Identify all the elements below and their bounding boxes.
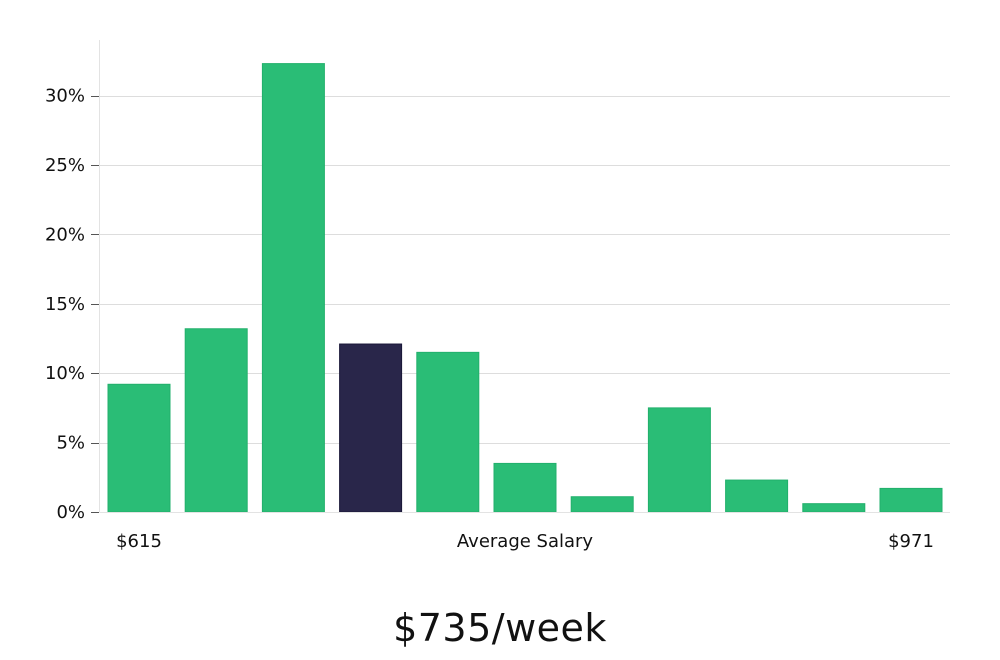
average-salary-value: $735/week xyxy=(393,606,607,650)
y-tick-label: 20% xyxy=(45,224,85,245)
bars xyxy=(107,63,943,513)
bar xyxy=(261,63,325,513)
bar xyxy=(184,328,248,513)
y-tick-label: 15% xyxy=(45,294,85,315)
y-tick-label: 10% xyxy=(45,363,85,384)
bar xyxy=(802,503,866,513)
bar xyxy=(107,383,171,513)
x-min-label: $615 xyxy=(116,531,162,552)
y-tick-label: 5% xyxy=(56,433,85,454)
salary-histogram: 0%5%10%15%20%25%30% $615 Average Salary … xyxy=(45,40,950,552)
y-tick-label: 30% xyxy=(45,86,85,107)
bar xyxy=(647,407,711,513)
x-max-label: $971 xyxy=(888,531,934,552)
bar-highlighted xyxy=(339,343,403,513)
axes xyxy=(99,40,950,513)
y-tick-labels: 0% 5% 10% 15% 20% 25% 30% xyxy=(45,86,99,523)
bar xyxy=(493,462,557,513)
x-axis-title: Average Salary xyxy=(457,531,594,552)
y-tick-label: 0% xyxy=(56,502,85,523)
bar xyxy=(570,496,634,513)
bar xyxy=(725,479,789,513)
y-tick-label: 25% xyxy=(45,155,85,176)
bar xyxy=(416,351,480,513)
bar xyxy=(879,487,943,513)
